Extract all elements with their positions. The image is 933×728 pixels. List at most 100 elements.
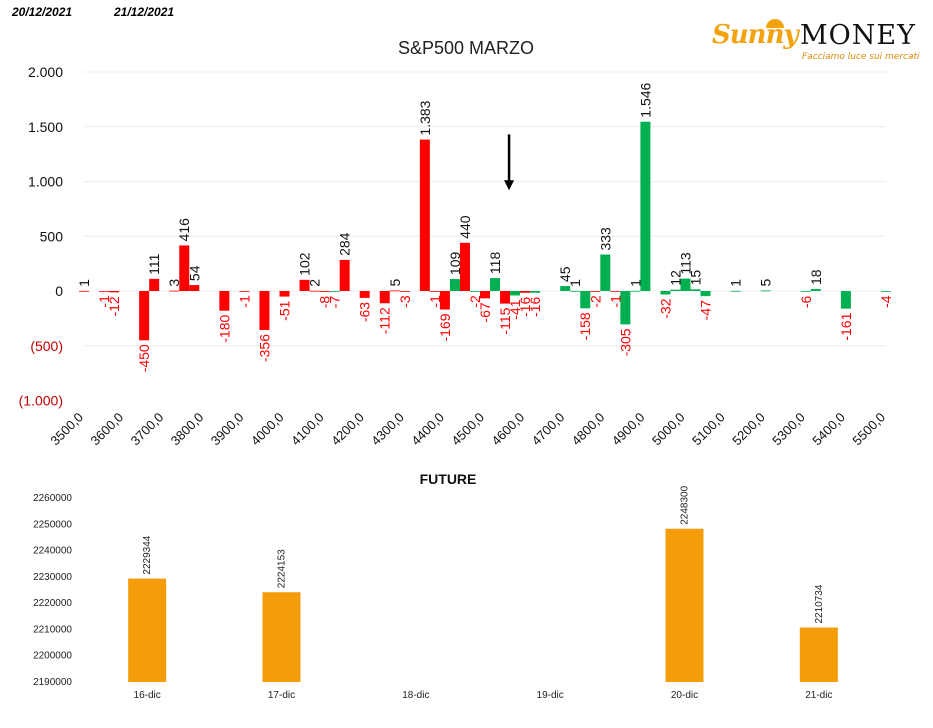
future-y-tick-label: 2220000 [33,598,72,609]
bar-value-label: -305 [617,328,633,356]
bar [189,285,200,291]
bar-value-label: -67 [477,302,493,322]
x-tick-label: 4000,0 [248,410,287,449]
bar-value-label: -450 [136,344,152,372]
future-bar [128,578,167,682]
bar-value-label: 3 [166,279,182,287]
x-tick-label: 3800,0 [168,410,207,449]
bar-value-label: 284 [337,232,353,256]
bar-value-label: -16 [527,297,543,317]
future-bar [799,627,838,682]
bar [640,121,651,291]
future-y-tick-label: 2230000 [33,572,72,583]
x-tick-label: 5200,0 [729,410,768,449]
x-tick-label: 3500,0 [47,410,86,449]
bar [309,290,320,292]
bar [149,278,160,291]
bar-value-label: -161 [838,312,854,340]
bar-value-label: -16 [517,297,533,317]
y-tick-label: 1.000 [28,174,63,190]
bar [179,245,190,291]
x-tick-label: 5300,0 [769,410,808,449]
bar-value-label: -47 [698,300,714,320]
x-tick-label: 4700,0 [529,410,568,449]
logo-word-sunny: Sunny [712,20,799,50]
future-y-tick-label: 2260000 [33,493,72,504]
bar [419,139,430,291]
bar [580,291,591,309]
bar [610,291,621,292]
x-tick-label: 4300,0 [368,410,407,449]
bar-value-label: 5 [758,278,774,286]
bar [139,291,150,341]
sun-icon [766,19,784,28]
bar [680,278,691,291]
bar-value-label: -8 [317,296,333,309]
bar [840,291,851,309]
bar [429,291,440,292]
bar-value-label: 333 [597,227,613,251]
bar-value-label: -63 [357,302,373,322]
bar [339,259,350,291]
bar-value-label: -1 [96,295,112,308]
bar-value-label: -6 [798,295,814,308]
bar [329,291,340,292]
y-tick-label: 1.500 [28,119,63,135]
y-tick-label: 0 [55,283,63,299]
x-tick-label: 5400,0 [809,410,848,449]
y-tick-label: (500) [30,338,63,354]
bar-value-label: -32 [657,298,673,318]
bar-value-label: 1.546 [637,82,653,117]
bar-value-label: 45 [557,266,573,282]
bar [570,290,581,292]
bar-value-label: 102 [297,252,313,276]
bar [449,279,460,291]
bar [600,254,611,291]
bar-value-label: -158 [577,312,593,340]
bar [590,291,601,292]
bar [500,291,511,304]
future-y-tick-label: 2190000 [33,677,72,688]
logo-tagline: Facciamo luce sui mercati [802,52,920,62]
bar [389,290,400,292]
bar [810,289,821,291]
bar-value-label: 54 [186,265,202,281]
bar [399,291,410,292]
bar [620,291,631,325]
date-start: 20/12/2021 [12,5,73,19]
date-end: 21/12/2021 [114,5,175,19]
bar-value-label: -1 [427,295,443,308]
sunny-money-logo: Sunny MONEY Facciamo luce sui mercati [712,16,922,62]
future-x-tick-label: 18-dic [402,690,429,701]
bar-value-label: -169 [437,313,453,341]
bar-value-label: 1 [567,279,583,287]
bar [109,291,120,293]
bar [760,290,771,292]
bar [560,286,571,291]
bar [530,291,541,293]
logo-word-money: MONEY [800,20,916,51]
x-tick-label: 5000,0 [649,410,688,449]
y-tick-label: 2.000 [28,64,63,80]
future-x-tick-label: 17-dic [268,690,295,701]
x-tick-label: 5500,0 [849,410,888,449]
arrow-head [504,180,515,191]
y-tick-label: (1.000) [19,393,63,409]
bar [690,289,701,291]
bar-value-label: 1 [76,279,92,287]
bar [700,291,711,297]
bar [319,291,330,292]
bar [510,291,521,296]
bar-value-label: -12 [106,296,122,316]
bar-value-label: -180 [216,315,232,343]
x-tick-label: 5100,0 [689,410,728,449]
bar-value-label: 111 [146,253,162,274]
bar [881,291,891,292]
bar-value-label: -4 [878,295,894,308]
x-tick-label: 4200,0 [328,410,367,449]
y-tick-label: 500 [40,228,64,244]
bar [670,289,681,291]
future-x-tick-label: 19-dic [537,690,564,701]
x-tick-label: 3600,0 [87,410,126,449]
